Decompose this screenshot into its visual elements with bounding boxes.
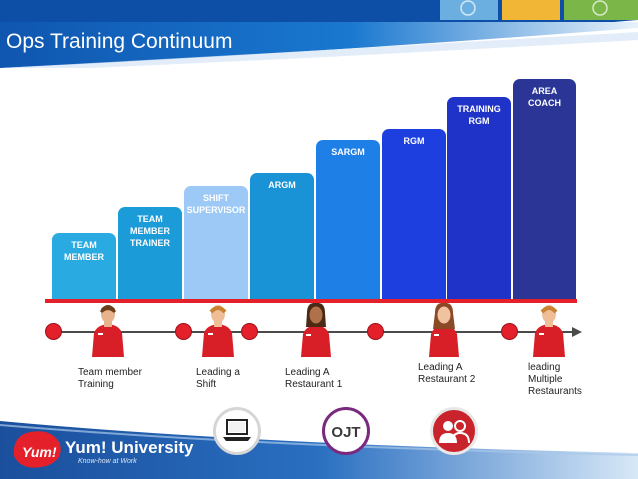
- column-training-rgm: TRAINING RGM: [447, 97, 511, 303]
- column-label: ARGM: [268, 180, 296, 190]
- caption-text: Leading a Shift: [196, 367, 240, 390]
- caption-text: leading Multiple Restaurants: [528, 362, 582, 397]
- column-label: TEAM MEMBER TRAINER: [130, 214, 170, 248]
- timeline-dot: [241, 323, 258, 340]
- logo-text: Yum! University: [65, 438, 194, 457]
- column-team-member: TEAM MEMBER: [52, 233, 116, 303]
- column-argm: ARGM: [250, 173, 314, 303]
- milestone-caption: Team member Training: [78, 367, 142, 391]
- column-team-member-trainer: TEAM MEMBER TRAINER: [118, 207, 182, 303]
- column-label: RGM: [403, 136, 425, 146]
- column-label: SARGM: [331, 147, 365, 157]
- caption-text: Leading A Restaurant 2: [418, 362, 476, 385]
- milestone-caption: Leading A Restaurant 2: [418, 362, 475, 386]
- page-title: Ops Training Continuum: [6, 30, 233, 53]
- ojt-label: OJT: [331, 424, 361, 441]
- red-baseline: [45, 299, 577, 303]
- people-icon: [430, 407, 478, 455]
- svg-text:Yum!: Yum!: [22, 444, 57, 460]
- team-member-figure-icon: [202, 305, 234, 357]
- column-label: TEAM MEMBER: [64, 240, 104, 262]
- yum-logo-icon: Yum!: [13, 431, 61, 468]
- team-member-figure-icon: [301, 303, 331, 357]
- logo-tagline: Know-how at Work: [78, 458, 137, 465]
- milestone-caption: Leading A Restaurant 1: [285, 367, 342, 391]
- column-rgm: RGM: [382, 129, 446, 303]
- column-label: TRAINING RGM: [457, 104, 501, 126]
- caption-text: Team member Training: [78, 367, 142, 390]
- caption-text: Leading A Restaurant 1: [285, 367, 343, 390]
- column-label: AREA COACH: [528, 86, 561, 108]
- milestone-caption: leading Multiple Restaurants: [528, 362, 582, 398]
- timeline-arrow-icon: [572, 327, 582, 337]
- column-shift-supervisor: SHIFT SUPERVISOR: [184, 186, 248, 303]
- timeline-dot: [45, 323, 62, 340]
- timeline-dot: [367, 323, 384, 340]
- timeline-dot: [501, 323, 518, 340]
- ojt-badge: OJT: [322, 407, 370, 455]
- team-member-figure-icon: [533, 305, 565, 357]
- header-banner: [0, 0, 638, 68]
- timeline-dot: [175, 323, 192, 340]
- footer-banner: [0, 421, 638, 479]
- column-area-coach: AREA COACH: [513, 79, 576, 303]
- column-sargm: SARGM: [316, 140, 380, 303]
- laptop-icon: [213, 407, 261, 455]
- team-member-figure-icon: [429, 303, 459, 357]
- milestone-caption: Leading a Shift: [196, 367, 240, 391]
- column-label: SHIFT SUPERVISOR: [186, 193, 246, 215]
- team-member-figure-icon: [92, 305, 124, 357]
